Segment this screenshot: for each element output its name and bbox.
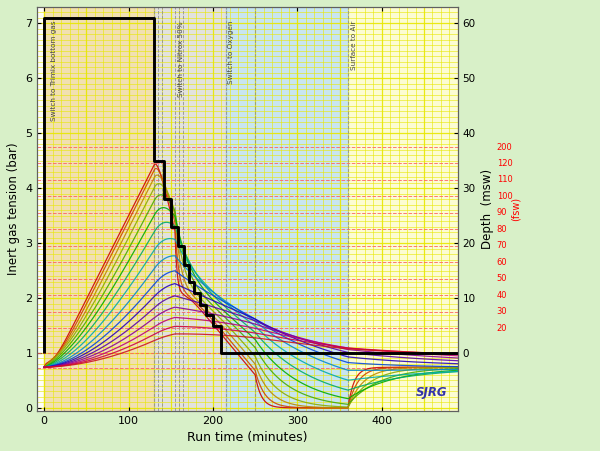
Text: Surface to Air: Surface to Air (350, 21, 356, 70)
Text: (fsw): (fsw) (511, 197, 521, 221)
Text: 60: 60 (497, 258, 507, 267)
Text: 30: 30 (497, 307, 507, 316)
Text: 40: 40 (497, 291, 507, 300)
Bar (44, 7, 154, 411)
Text: 80: 80 (497, 225, 507, 234)
Text: 20: 20 (497, 324, 507, 333)
Text: Switch to Trimix bottom gas: Switch to Trimix bottom gas (51, 21, 57, 121)
Text: SJRG: SJRG (416, 386, 447, 399)
Text: 120: 120 (497, 159, 512, 168)
Text: 50: 50 (497, 274, 507, 283)
Text: 200: 200 (497, 143, 512, 152)
Bar (226, 7, 348, 411)
Y-axis label: Inert gas tension (bar): Inert gas tension (bar) (7, 143, 20, 275)
Text: 110: 110 (497, 175, 512, 184)
Text: Switch to Oxygen: Switch to Oxygen (228, 21, 234, 84)
Text: 90: 90 (497, 208, 507, 217)
X-axis label: Run time (minutes): Run time (minutes) (187, 431, 308, 444)
Text: 70: 70 (497, 241, 507, 250)
Text: Switch to Nitrox 50%: Switch to Nitrox 50% (178, 21, 184, 97)
Y-axis label: Depth  (msw): Depth (msw) (481, 169, 494, 249)
Bar (348, 7, 458, 411)
Text: 100: 100 (497, 192, 512, 201)
Bar (154, 7, 226, 411)
